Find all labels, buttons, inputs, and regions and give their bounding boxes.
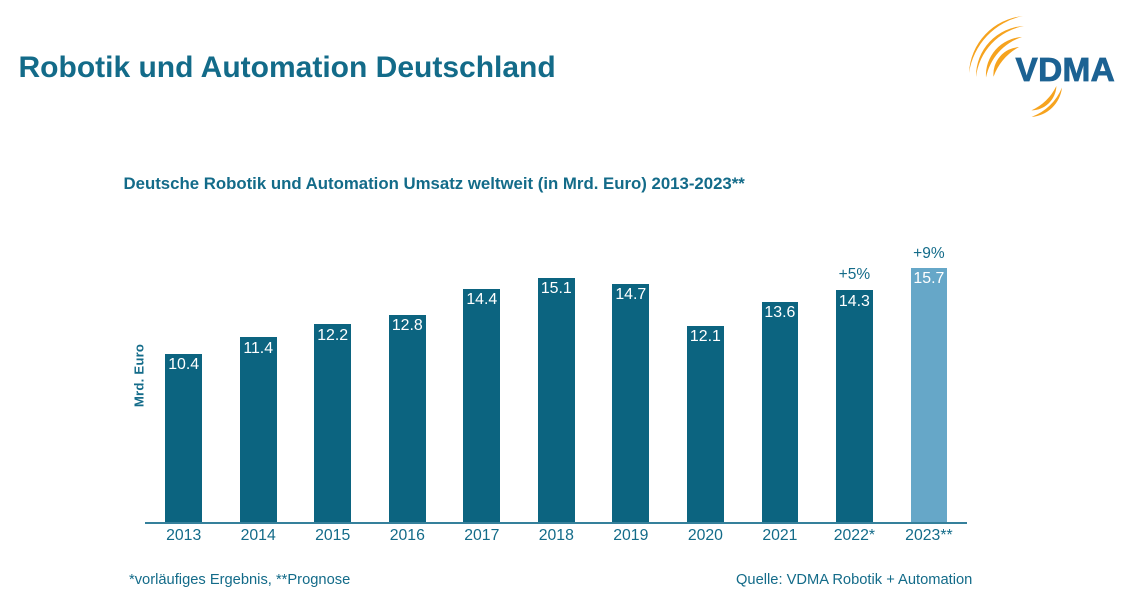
svg-text:VDMA: VDMA [1016,52,1116,89]
